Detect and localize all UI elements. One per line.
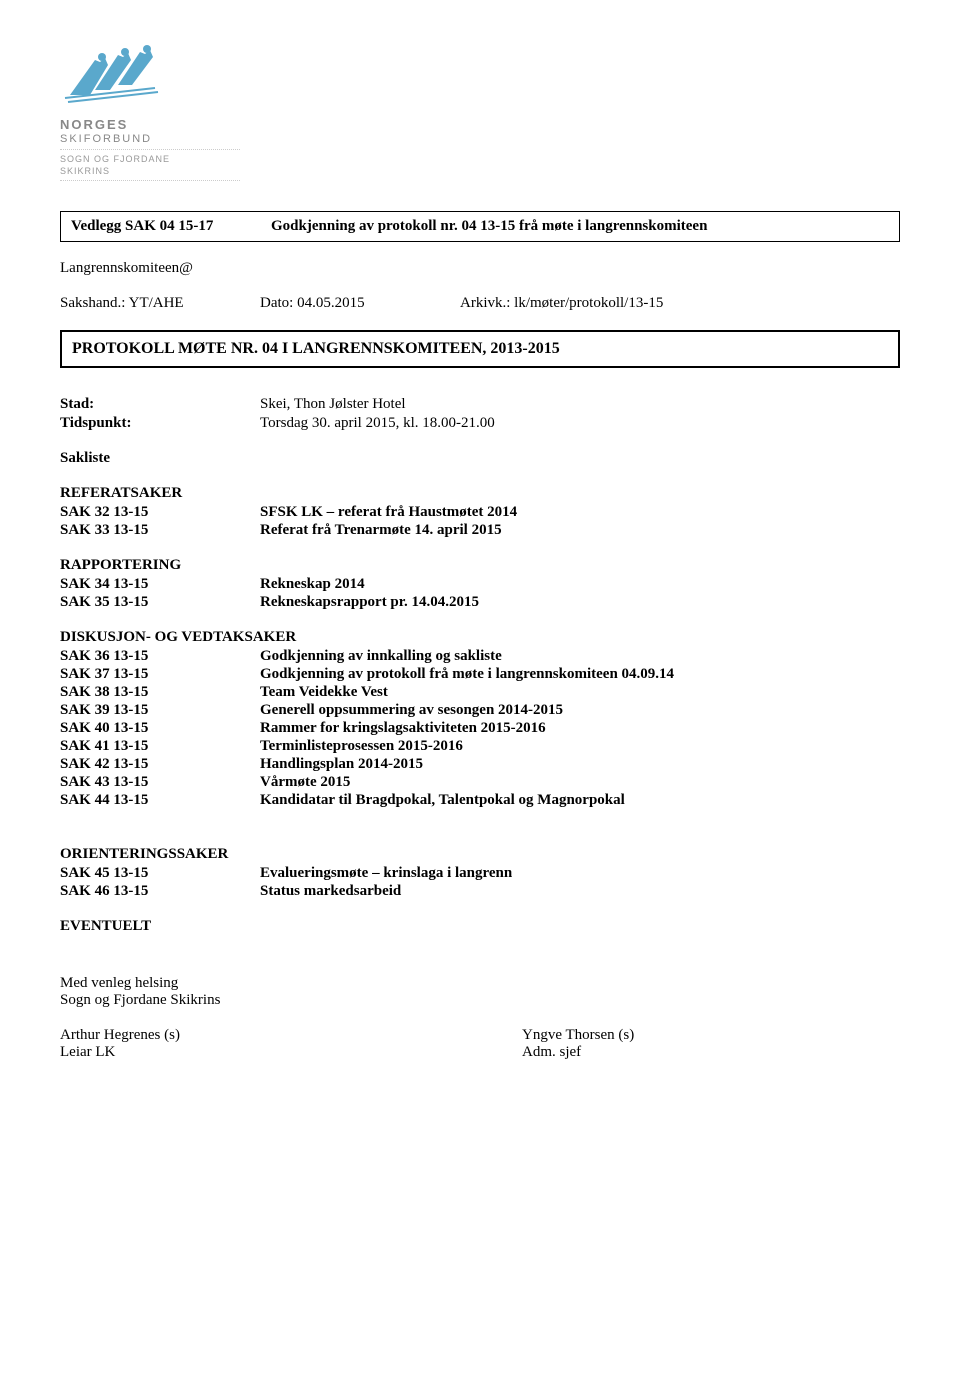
recipient-line: Langrennskomiteen@ [60, 260, 900, 277]
sak-title: Rammer for kringslagsaktiviteten 2015-20… [260, 720, 546, 737]
closing-line2: Sogn og Fjordane Skikrins [60, 992, 900, 1009]
sak-row: SAK 46 13-15Status markedsarbeid [60, 883, 900, 900]
sakliste-heading: Sakliste [60, 450, 900, 467]
org-name-line1: NORGES [60, 117, 900, 132]
sign2-name: Yngve Thorsen (s) [522, 1027, 634, 1044]
sak-row: SAK 39 13-15Generell oppsummering av ses… [60, 702, 900, 719]
orientering-heading: ORIENTERINGSSAKER [60, 846, 900, 863]
sak-id: SAK 35 13-15 [60, 594, 260, 611]
sak-row: SAK 33 13-15Referat frå Trenarmøte 14. a… [60, 522, 900, 539]
sak-id: SAK 41 13-15 [60, 738, 260, 755]
protokoll-title-box: PROTOKOLL MØTE NR. 04 I LANGRENNSKOMITEE… [60, 330, 900, 368]
tidspunkt-value: Torsdag 30. april 2015, kl. 18.00-21.00 [260, 415, 495, 432]
skier-logo-icon [60, 40, 180, 110]
sak-row: SAK 38 13-15Team Veidekke Vest [60, 684, 900, 701]
sign2-title: Adm. sjef [522, 1044, 634, 1061]
sak-title: Godkjenning av innkalling og sakliste [260, 648, 502, 665]
sak-id: SAK 33 13-15 [60, 522, 260, 539]
sak-title: Team Veidekke Vest [260, 684, 388, 701]
sak-title: Terminlisteprosessen 2015-2016 [260, 738, 463, 755]
sign1-name: Arthur Hegrenes (s) [60, 1027, 522, 1044]
sak-title: Evalueringsmøte – krinslaga i langrenn [260, 865, 512, 882]
tidspunkt-label: Tidspunkt: [60, 415, 260, 432]
closing-block: Med venleg helsing Sogn og Fjordane Skik… [60, 975, 900, 1009]
sak-id: SAK 40 13-15 [60, 720, 260, 737]
sak-row: SAK 37 13-15Godkjenning av protokoll frå… [60, 666, 900, 683]
sak-title: SFSK LK – referat frå Haustmøtet 2014 [260, 504, 517, 521]
sakshand-label: Sakshand.: YT/AHE [60, 295, 260, 312]
sak-title: Status markedsarbeid [260, 883, 401, 900]
org-name-line2: SKIFORBUND [60, 133, 900, 145]
sak-title: Rekneskapsrapport pr. 14.04.2015 [260, 594, 479, 611]
sak-row: SAK 35 13-15Rekneskapsrapport pr. 14.04.… [60, 594, 900, 611]
signature-row: Arthur Hegrenes (s) Leiar LK Yngve Thors… [60, 1027, 900, 1061]
sak-title: Handlingsplan 2014-2015 [260, 756, 423, 773]
diskusjon-heading: DISKUSJON- OG VEDTAKSAKER [60, 629, 900, 646]
dato-label: Dato: 04.05.2015 [260, 295, 460, 312]
sak-id: SAK 34 13-15 [60, 576, 260, 593]
meta-row: Sakshand.: YT/AHE Dato: 04.05.2015 Arkiv… [60, 295, 900, 312]
sak-title: Referat frå Trenarmøte 14. april 2015 [260, 522, 502, 539]
sak-id: SAK 39 13-15 [60, 702, 260, 719]
sub-org-line2: SKIKRINS [60, 166, 900, 176]
rapportering-heading: RAPPORTERING [60, 557, 900, 574]
stad-value: Skei, Thon Jølster Hotel [260, 396, 406, 413]
sak-row: SAK 40 13-15Rammer for kringslagsaktivit… [60, 720, 900, 737]
sak-id: SAK 42 13-15 [60, 756, 260, 773]
divider [60, 180, 240, 181]
stad-label: Stad: [60, 396, 260, 413]
sak-row: SAK 45 13-15Evalueringsmøte – krinslaga … [60, 865, 900, 882]
sak-id: SAK 43 13-15 [60, 774, 260, 791]
sak-id: SAK 38 13-15 [60, 684, 260, 701]
sak-title: Rekneskap 2014 [260, 576, 365, 593]
sak-row: SAK 43 13-15Vårmøte 2015 [60, 774, 900, 791]
vedlegg-value: Godkjenning av protokoll nr. 04 13-15 fr… [271, 218, 707, 235]
sak-row: SAK 44 13-15Kandidatar til Bragdpokal, T… [60, 792, 900, 809]
sak-id: SAK 45 13-15 [60, 865, 260, 882]
sak-row: SAK 36 13-15Godkjenning av innkalling og… [60, 648, 900, 665]
vedlegg-header-box: Vedlegg SAK 04 15-17 Godkjenning av prot… [60, 211, 900, 242]
sak-row: SAK 32 13-15SFSK LK – referat frå Haustm… [60, 504, 900, 521]
sak-row: SAK 34 13-15Rekneskap 2014 [60, 576, 900, 593]
sak-id: SAK 36 13-15 [60, 648, 260, 665]
referat-heading: REFERATSAKER [60, 485, 900, 502]
arkiv-label: Arkivk.: lk/møter/protokoll/13-15 [460, 295, 663, 312]
sak-title: Godkjenning av protokoll frå møte i lang… [260, 666, 674, 683]
sak-row: SAK 42 13-15Handlingsplan 2014-2015 [60, 756, 900, 773]
sub-org-line1: SOGN OG FJORDANE [60, 154, 900, 164]
divider [60, 149, 240, 150]
sak-title: Vårmøte 2015 [260, 774, 350, 791]
sak-row: SAK 41 13-15Terminlisteprosessen 2015-20… [60, 738, 900, 755]
sak-title: Kandidatar til Bragdpokal, Talentpokal o… [260, 792, 625, 809]
sak-title: Generell oppsummering av sesongen 2014-2… [260, 702, 563, 719]
logo-block: NORGES SKIFORBUND SOGN OG FJORDANE SKIKR… [60, 40, 900, 181]
sign1-title: Leiar LK [60, 1044, 522, 1061]
sak-id: SAK 44 13-15 [60, 792, 260, 809]
vedlegg-label: Vedlegg SAK 04 15-17 [71, 218, 271, 235]
sak-id: SAK 46 13-15 [60, 883, 260, 900]
sak-id: SAK 32 13-15 [60, 504, 260, 521]
eventuelt-heading: EVENTUELT [60, 918, 900, 935]
closing-line1: Med venleg helsing [60, 975, 900, 992]
sak-id: SAK 37 13-15 [60, 666, 260, 683]
